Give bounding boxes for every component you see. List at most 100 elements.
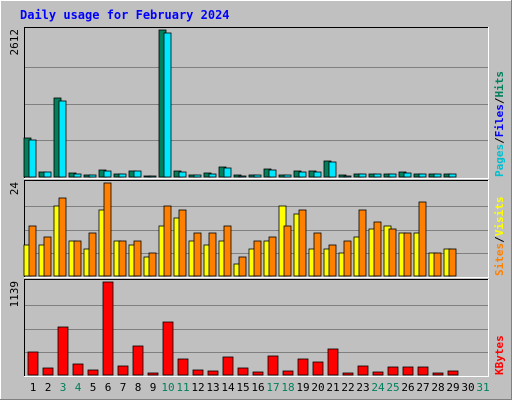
bar-kbytes-day-18 xyxy=(282,370,294,376)
bar-sites-day-16 xyxy=(253,240,262,277)
x-tick-label-31: 31 xyxy=(476,381,489,394)
bar-files-day-12 xyxy=(193,174,202,178)
kbytes-plot-area xyxy=(24,279,489,377)
x-tick-label-13: 13 xyxy=(206,381,219,394)
bar-files-day-14 xyxy=(223,167,232,178)
bar-sites-day-21 xyxy=(328,244,337,277)
x-tick-label-8: 8 xyxy=(135,381,142,394)
bar-kbytes-day-6 xyxy=(102,281,114,376)
bar-kbytes-day-25 xyxy=(387,366,399,376)
bar-files-day-3 xyxy=(58,100,67,178)
x-tick-label-1: 1 xyxy=(30,381,37,394)
x-tick-label-24: 24 xyxy=(371,381,385,394)
bar-files-day-27 xyxy=(418,173,427,178)
bar-files-day-6 xyxy=(103,170,112,178)
bar-files-day-2 xyxy=(43,171,52,178)
x-tick-label-12: 12 xyxy=(191,381,204,394)
x-tick-label-21: 21 xyxy=(326,381,339,394)
bar-files-day-29 xyxy=(448,173,457,178)
bar-files-day-9 xyxy=(148,175,157,178)
bar-kbytes-day-11 xyxy=(177,358,189,376)
bar-sites-day-17 xyxy=(268,236,277,277)
bar-sites-day-14 xyxy=(223,225,232,277)
legend-item-pages: Pages xyxy=(493,144,506,177)
bar-sites-day-18 xyxy=(283,225,292,277)
x-tick-label-6: 6 xyxy=(105,381,112,394)
bar-sites-day-9 xyxy=(148,252,157,277)
x-tick-label-23: 23 xyxy=(356,381,369,394)
chart-title: Daily usage for February 2024 xyxy=(20,8,230,22)
bar-kbytes-day-28 xyxy=(432,372,444,376)
bar-kbytes-day-17 xyxy=(267,355,279,376)
bar-sites-day-7 xyxy=(118,240,127,277)
bar-kbytes-day-26 xyxy=(402,366,414,376)
x-tick-label-3: 3 xyxy=(60,381,67,394)
bar-sites-day-23 xyxy=(358,209,367,277)
x-tick-label-25: 25 xyxy=(386,381,399,394)
bar-files-day-28 xyxy=(433,173,442,178)
x-tick-label-28: 28 xyxy=(431,381,444,394)
bar-kbytes-day-1 xyxy=(27,351,39,376)
legend-item-files: Files xyxy=(493,104,506,137)
bar-sites-day-1 xyxy=(28,225,37,277)
bar-kbytes-day-8 xyxy=(132,345,144,376)
x-tick-label-16: 16 xyxy=(251,381,264,394)
bar-sites-day-25 xyxy=(388,228,397,277)
bar-files-day-4 xyxy=(73,173,82,178)
bar-files-day-5 xyxy=(88,174,97,178)
bar-files-day-25 xyxy=(388,173,397,178)
legend-item-hits: Hits xyxy=(493,71,506,98)
x-tick-label-11: 11 xyxy=(176,381,189,394)
sites-visits-panel: 24 Sites/Visits xyxy=(8,180,506,278)
legend-separator: / xyxy=(493,236,506,243)
bar-kbytes-day-27 xyxy=(417,366,429,376)
y-max-label: 24 xyxy=(8,182,21,196)
x-tick-label-22: 22 xyxy=(341,381,354,394)
x-tick-label-7: 7 xyxy=(120,381,127,394)
legend-item-kbytes: KBytes xyxy=(493,335,506,375)
bar-sites-day-19 xyxy=(298,209,307,277)
bar-files-day-20 xyxy=(313,171,322,178)
bar-files-day-22 xyxy=(343,175,352,178)
bar-kbytes-day-16 xyxy=(252,371,264,376)
legend-item-visits: Visits xyxy=(493,197,506,237)
x-tick-label-18: 18 xyxy=(281,381,294,394)
legend: Sites/Visits xyxy=(493,197,506,277)
bar-sites-day-5 xyxy=(88,232,97,277)
x-tick-label-2: 2 xyxy=(45,381,52,394)
bar-kbytes-day-20 xyxy=(312,361,324,376)
bar-sites-day-3 xyxy=(58,197,67,277)
bar-files-day-19 xyxy=(298,171,307,178)
bar-kbytes-day-3 xyxy=(57,326,69,376)
x-tick-label-17: 17 xyxy=(266,381,279,394)
bar-sites-day-13 xyxy=(208,232,217,277)
bar-files-day-10 xyxy=(163,32,172,178)
y-max-label: 2612 xyxy=(8,29,21,56)
legend-separator: / xyxy=(493,137,506,144)
bar-kbytes-day-5 xyxy=(87,369,99,376)
x-tick-label-26: 26 xyxy=(401,381,414,394)
bar-files-day-18 xyxy=(283,174,292,178)
kbytes-panel: 1139 KBytes xyxy=(8,279,506,377)
legend-separator: / xyxy=(493,97,506,104)
bar-kbytes-day-24 xyxy=(372,371,384,376)
bar-sites-day-10 xyxy=(163,205,172,277)
bar-files-day-11 xyxy=(178,171,187,178)
bar-sites-day-29 xyxy=(448,248,457,277)
bar-files-day-23 xyxy=(358,173,367,178)
bar-sites-day-28 xyxy=(433,252,442,277)
bar-files-day-15 xyxy=(238,175,247,178)
bar-sites-day-8 xyxy=(133,240,142,277)
x-tick-label-20: 20 xyxy=(311,381,324,394)
bar-kbytes-day-14 xyxy=(222,356,234,376)
bar-sites-day-20 xyxy=(313,232,322,277)
x-tick-label-9: 9 xyxy=(150,381,157,394)
bar-sites-day-4 xyxy=(73,240,82,277)
legend: KBytes xyxy=(493,335,506,375)
bar-files-day-17 xyxy=(268,169,277,178)
bar-kbytes-day-19 xyxy=(297,358,309,376)
x-tick-label-15: 15 xyxy=(236,381,249,394)
bar-kbytes-day-4 xyxy=(72,363,84,376)
bar-sites-day-24 xyxy=(373,221,382,277)
bar-sites-day-22 xyxy=(343,240,352,277)
